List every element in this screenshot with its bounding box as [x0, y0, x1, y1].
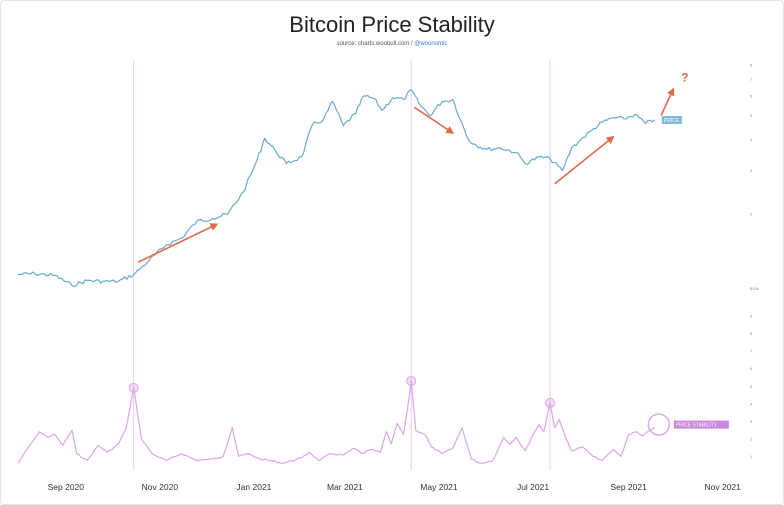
x-axis-tick-label: May 2021: [420, 482, 458, 492]
question-mark-annotation: ?: [681, 71, 688, 85]
stability-highlight-circle: [647, 413, 671, 436]
price-axis-tick-label: 6: [750, 93, 753, 98]
stability-tag-label: PRICE STABILITY: [676, 423, 718, 429]
source-handle-link[interactable]: @woonomic: [414, 41, 448, 47]
stability-axis-tick-label: 4: [750, 401, 753, 406]
stability-axis-tick-label: 3: [750, 419, 753, 424]
price-stability-series-line: [17, 380, 656, 464]
price-axis-tick-label: 5: [750, 113, 753, 118]
stability-peak-marker: [544, 397, 555, 408]
trend-arrow: [413, 106, 455, 134]
price-tag-label: PRICE: [664, 118, 680, 124]
price-tag-box: [661, 115, 682, 124]
x-axis-tick-label: Jul 2021: [517, 482, 549, 492]
price-axis-tick-label: $10k: [750, 286, 759, 291]
price-axis-tick-label: 2: [750, 212, 753, 217]
stability-axis-tick-label: 7: [750, 349, 753, 354]
trend-arrow: [660, 87, 675, 116]
stability-axis-tick-label: 2: [750, 436, 753, 441]
price-axis-tick-label: 7: [750, 77, 753, 82]
stability-tag-box: [673, 420, 729, 429]
price-series-line: [17, 89, 656, 288]
x-axis-tick-label: Sep 2020: [48, 482, 85, 492]
stability-axis-tick-label: 6: [750, 366, 753, 371]
stability-peak-marker: [128, 382, 139, 393]
price-axis-tick-label: 4: [750, 137, 753, 142]
trend-arrow: [137, 223, 219, 263]
stability-axis-tick-label: 8: [750, 331, 753, 336]
trend-arrow: [554, 135, 615, 185]
x-axis-tick-label: Nov 2020: [142, 482, 179, 492]
chart-source-line: source: charts.woobull.com / @woonomic: [0, 41, 784, 47]
chart-title: Bitcoin Price Stability: [289, 12, 495, 37]
stability-axis-tick-label: 9: [750, 314, 753, 319]
x-axis-tick-label: Mar 2021: [327, 482, 363, 492]
stability-peak-marker: [406, 375, 417, 386]
price-axis-tick-label: 3: [750, 168, 753, 173]
x-axis-tick-label: Jan 2021: [236, 482, 271, 492]
price-axis-tick-label: 8: [750, 63, 753, 68]
source-text: source: charts.woobull.com /: [336, 41, 415, 47]
stability-axis-tick-label: 5: [750, 384, 753, 389]
x-axis-tick-label: Nov 2021: [705, 482, 742, 492]
x-axis-tick-label: Sep 2021: [610, 482, 647, 492]
stability-axis-tick-label: 1: [750, 454, 753, 459]
